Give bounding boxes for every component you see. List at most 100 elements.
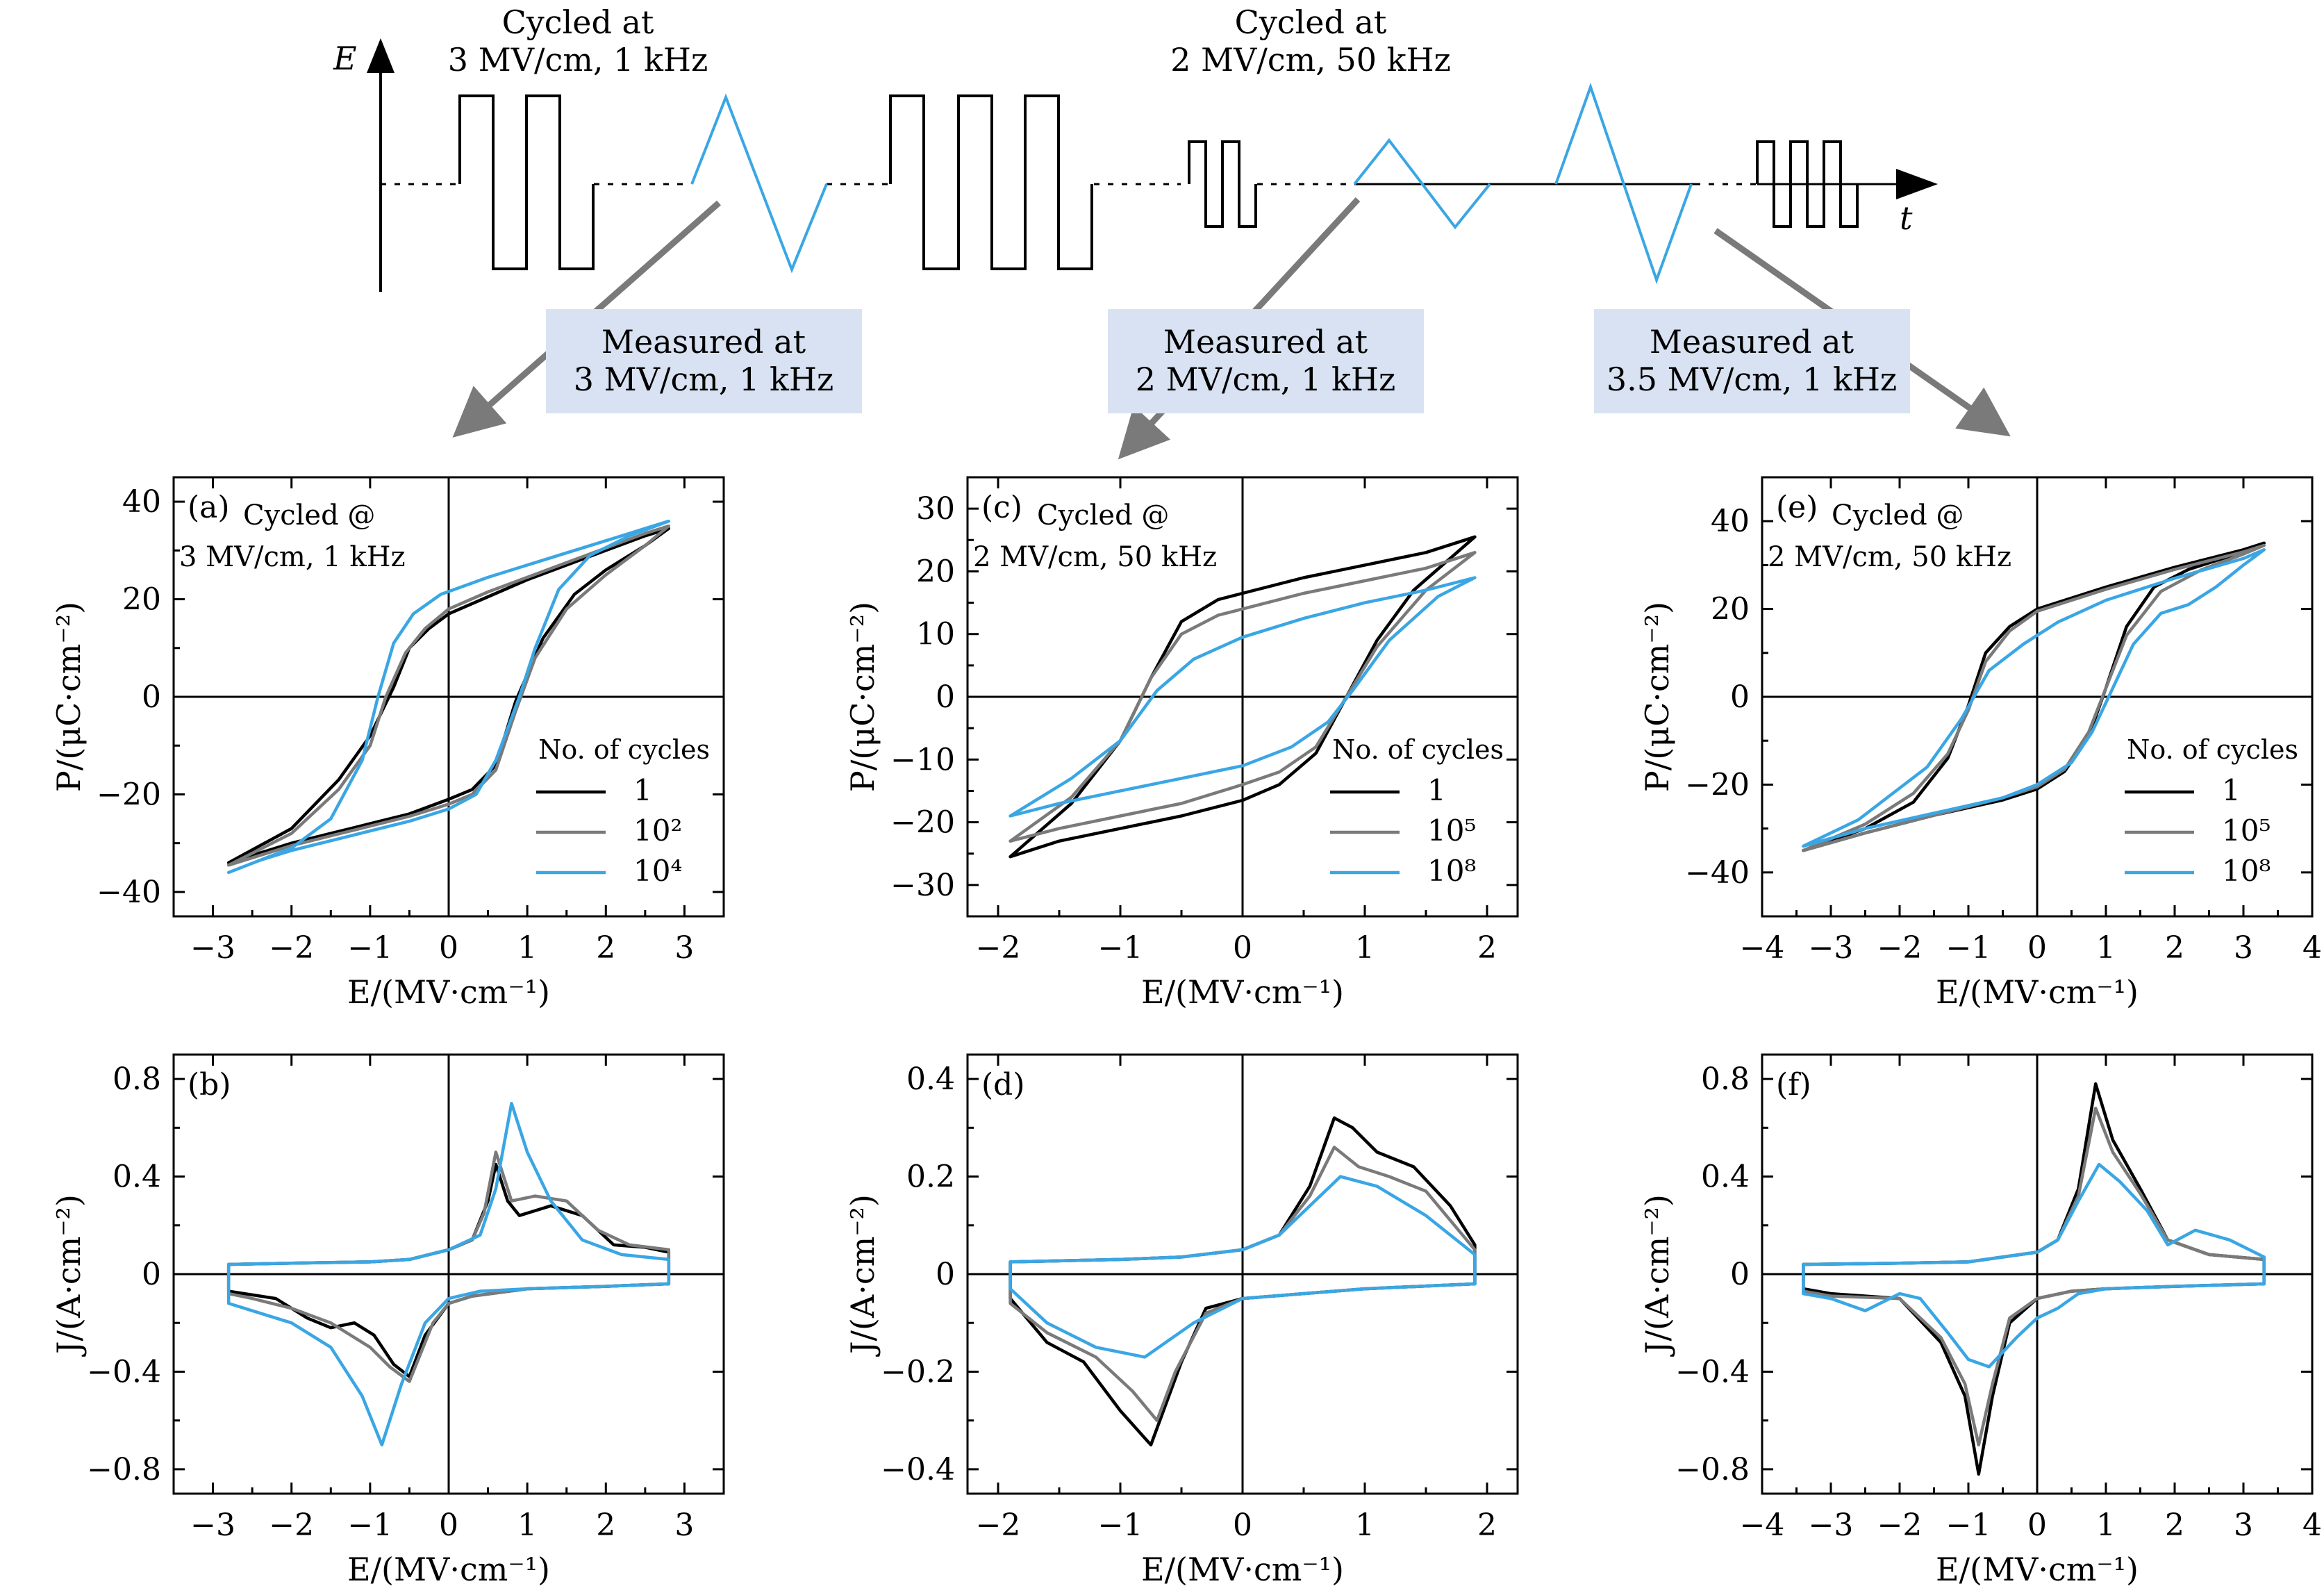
y-axis-label: J/(A·cm⁻²): [844, 1194, 881, 1357]
x-tick-label: −2: [1877, 930, 1923, 966]
measure-triangle-2: [1353, 138, 1491, 230]
x-tick-label: 0: [2027, 1508, 2047, 1543]
y-tick-label: −40: [1685, 855, 1750, 891]
legend-label: 1: [633, 773, 652, 807]
t-axis-label: t: [1900, 199, 1913, 237]
e-axis-arrowhead: [367, 38, 395, 73]
x-tick-label: −3: [190, 930, 235, 966]
cycled-annotation-line2: 2 MV/cm, 50 kHz: [973, 541, 1217, 573]
cycled-annotation-line2: 3 MV/cm, 1 kHz: [179, 541, 406, 573]
series-f-3: [1802, 1162, 2266, 1369]
series-group: [1802, 541, 2266, 852]
legend-label: 10²: [633, 814, 682, 848]
y-tick-label: 0: [936, 679, 955, 715]
measured-box-3-line1: Measured at: [1650, 323, 1854, 361]
x-tick-label: −1: [1946, 930, 1991, 966]
y-tick-label: 20: [916, 554, 955, 589]
x-tick-label: −1: [1946, 1508, 1991, 1543]
series-group: [226, 1101, 671, 1447]
y-tick-label: 0: [142, 1257, 161, 1292]
x-tick-label: −1: [1098, 1508, 1143, 1543]
x-tick-label: 2: [2165, 930, 2184, 966]
y-tick-label: 0.8: [113, 1062, 161, 1097]
x-tick-label: 1: [517, 930, 537, 966]
y-tick-label: 0: [1730, 1257, 1750, 1292]
legend-label: 10⁴: [633, 854, 682, 888]
x-tick-label: 2: [596, 930, 615, 966]
chart-panels: −3 −2 −1 0 1 2 3−40−2002040E/(MV·cm⁻¹)P/(μC·cm…: [50, 476, 2322, 1588]
x-tick-label: 0: [2027, 930, 2047, 966]
series-c-1: [1009, 535, 1477, 859]
cycling-pulses-1: [458, 94, 595, 270]
y-tick-label: 10: [916, 617, 955, 652]
legend-title: No. of cycles: [2127, 734, 2298, 765]
x-tick-label: −3: [1809, 1508, 1854, 1543]
measure-triangle-1: [690, 93, 828, 274]
y-tick-label: 0.4: [906, 1062, 955, 1097]
series-a-2: [226, 524, 671, 867]
cycled-annotation-line1: Cycled @: [1037, 500, 1169, 531]
y-axis-label: P/(μC·cm⁻²): [844, 602, 881, 792]
series-f-1: [1802, 1082, 2266, 1476]
x-tick-label: 0: [439, 930, 458, 966]
panel-b: −3 −2 −1 0 1 2 3 −0.8 −0.4 0 0.4 0.8 E/(MV·cm⁻¹) J/(A…: [50, 1053, 725, 1588]
x-tick-label: 4: [2302, 930, 2322, 966]
x-tick-label: 1: [2096, 930, 2116, 966]
panel-letter: (f): [1776, 1067, 1811, 1103]
series-c-2: [1009, 551, 1477, 843]
y-tick-label: −0.8: [1675, 1452, 1750, 1487]
y-tick-label: 0.4: [1701, 1159, 1750, 1195]
series-d-3: [1009, 1175, 1477, 1359]
y-tick-label: −20: [1685, 767, 1750, 802]
y-tick-label: 0: [142, 679, 161, 715]
cycled-header-2-line2: 2 MV/cm, 50 kHz: [1170, 41, 1451, 79]
measured-box-2-line1: Measured at: [1163, 323, 1368, 361]
x-tick-label: −2: [269, 1508, 314, 1543]
x-axis-label: E/(MV·cm⁻¹): [1936, 1551, 2139, 1588]
x-tick-label: 4: [2302, 1508, 2322, 1543]
series-c-3: [1009, 576, 1477, 818]
legend-label: 10⁸: [1427, 854, 1476, 888]
x-tick-label: 0: [1233, 930, 1252, 966]
series-group: [226, 519, 671, 875]
x-tick-label: 0: [1233, 1508, 1252, 1543]
y-tick-label: −0.2: [881, 1354, 955, 1389]
y-axis-label: P/(μC·cm⁻²): [1638, 602, 1676, 792]
x-tick-label: −4: [1740, 1508, 1785, 1543]
x-tick-label: 1: [1355, 930, 1375, 966]
y-tick-label: −0.8: [87, 1452, 161, 1487]
series-e-2: [1802, 543, 2266, 852]
series-e-3: [1802, 548, 2266, 848]
measured-box-1: Measured at 3 MV/cm, 1 kHz: [546, 309, 862, 413]
legend-label: 10⁸: [2222, 854, 2271, 888]
x-tick-label: −1: [1098, 930, 1143, 966]
panel-d: −2 −1 0 1 2 −0.4 −0.2 0 0.2 0.4 E/(MV·cm⁻¹) J/(A·cm…: [844, 1053, 1519, 1588]
series-group: [1009, 535, 1477, 859]
y-tick-label: −0.4: [87, 1354, 161, 1389]
series-a-3: [226, 519, 671, 875]
legend-label: 1: [1427, 773, 1446, 807]
x-tick-label: 3: [674, 930, 694, 966]
x-axis-label: E/(MV·cm⁻¹): [347, 1551, 550, 1588]
y-tick-label: 20: [1711, 592, 1750, 627]
cycling-pulses-3: [1188, 140, 1257, 228]
x-tick-label: −4: [1740, 930, 1785, 966]
cycled-annotation-line1: Cycled @: [243, 500, 375, 531]
waveform-schematic: E t Cycled at 3 MV/cm, 1 kHz: [333, 3, 2011, 460]
panel-c: −2 −1 0 1 2−30−20−100102030E/(MV·cm⁻¹)P/(μC·…: [844, 476, 1519, 1011]
series-group: [1802, 1082, 2266, 1476]
x-tick-label: −1: [347, 1508, 392, 1543]
x-tick-label: 3: [674, 1508, 694, 1543]
panel-letter: (d): [981, 1067, 1025, 1103]
series-f-2: [1802, 1106, 2266, 1447]
x-axis-label: E/(MV·cm⁻¹): [1936, 973, 2139, 1011]
x-tick-label: −2: [269, 930, 314, 966]
cycled-annotation-line1: Cycled @: [1832, 500, 1964, 531]
x-tick-label: 0: [439, 1508, 458, 1543]
y-tick-label: −20: [890, 805, 955, 841]
x-axis-label: E/(MV·cm⁻¹): [1141, 1551, 1344, 1588]
y-tick-label: 0.8: [1701, 1062, 1750, 1097]
y-axis-label: J/(A·cm⁻²): [1638, 1194, 1676, 1357]
y-tick-label: −30: [890, 868, 955, 903]
